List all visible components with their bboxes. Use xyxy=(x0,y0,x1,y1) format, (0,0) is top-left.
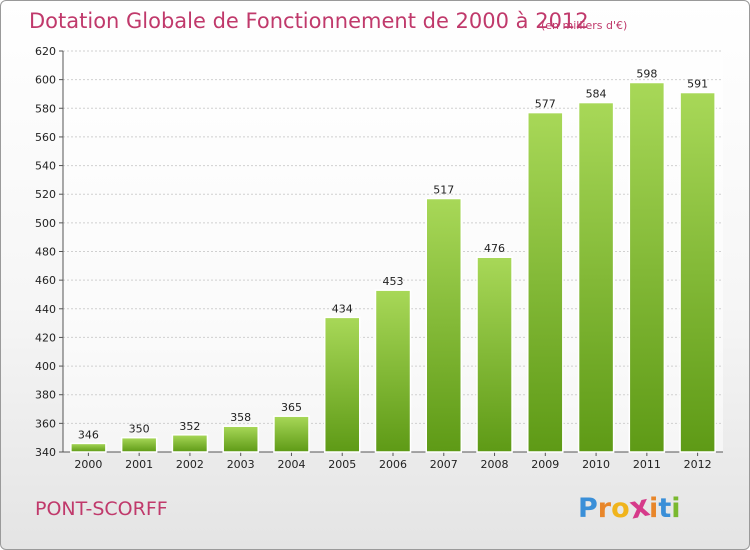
bar-2009 xyxy=(527,111,564,453)
x-tick-label-2006: 2006 xyxy=(379,458,407,471)
y-tick-label: 500 xyxy=(35,217,56,230)
y-tick-label: 480 xyxy=(35,246,56,259)
x-tick-label-2004: 2004 xyxy=(277,458,305,471)
bar-2008 xyxy=(476,256,513,453)
data-label-2011: 598 xyxy=(636,68,657,81)
bars xyxy=(70,81,716,453)
x-tick-label-2002: 2002 xyxy=(176,458,204,471)
bar-2000 xyxy=(70,442,107,453)
data-label-2007: 517 xyxy=(433,184,454,197)
x-tick-label-2001: 2001 xyxy=(125,458,153,471)
bar-2012 xyxy=(679,91,716,453)
labels: 340 360 380 400 420 440 460 480 500 520 540 560 580 6… xyxy=(35,45,712,471)
chart-title: Dotation Globale de Fonctionnement de 20… xyxy=(29,9,589,33)
y-tick-label: 340 xyxy=(35,446,56,459)
bar-2007 xyxy=(425,197,463,453)
y-tick-label: 600 xyxy=(35,74,56,87)
bar-2011 xyxy=(628,81,666,453)
data-label-2002: 352 xyxy=(179,420,200,433)
logo-letter: P xyxy=(578,493,598,524)
y-tick-label: 540 xyxy=(35,160,56,173)
x-tick-label-2009: 2009 xyxy=(531,458,559,471)
logo-letter: r xyxy=(597,493,612,524)
data-label-2001: 350 xyxy=(129,423,150,436)
y-tick-label: 360 xyxy=(35,417,56,430)
y-tick-label: 420 xyxy=(35,331,56,344)
x-tick-label-2005: 2005 xyxy=(328,458,356,471)
bar-2001 xyxy=(120,436,158,453)
x-tick-label-2007: 2007 xyxy=(430,458,458,471)
data-label-2004: 365 xyxy=(281,401,302,414)
data-label-2008: 476 xyxy=(484,242,505,255)
y-tick-label: 440 xyxy=(35,303,56,316)
x-tick-label-2008: 2008 xyxy=(481,458,509,471)
y-tick-label: 460 xyxy=(35,274,56,287)
logo-letter: o xyxy=(611,493,630,524)
x-tick-label-2012: 2012 xyxy=(684,458,712,471)
data-label-2003: 358 xyxy=(230,411,251,424)
place-name: PONT-SCORFF xyxy=(35,498,168,520)
y-tick-label: 380 xyxy=(35,389,56,402)
y-tick-label: 520 xyxy=(35,188,56,201)
logo-letter: i xyxy=(649,493,659,524)
y-tick-label: 580 xyxy=(35,102,56,115)
bar-2002 xyxy=(171,434,209,453)
y-tick-label: 620 xyxy=(35,45,56,58)
data-label-2006: 453 xyxy=(383,275,404,288)
y-tick-label: 560 xyxy=(35,131,56,144)
data-label-2010: 584 xyxy=(586,88,607,101)
data-label-2005: 434 xyxy=(332,302,353,315)
x-tick-label-2010: 2010 xyxy=(582,458,610,471)
logo-letter: t xyxy=(658,493,672,524)
proxiti-logo: Proxiti xyxy=(578,488,681,526)
data-label-2012: 591 xyxy=(687,78,708,91)
data-label-2009: 577 xyxy=(535,98,556,111)
bar-2003 xyxy=(222,425,259,453)
x-tick-label-2011: 2011 xyxy=(633,458,661,471)
x-tick-label-2003: 2003 xyxy=(227,458,255,471)
bar-2006 xyxy=(374,289,412,453)
data-label-2000: 346 xyxy=(78,428,99,441)
y-tick-label: 400 xyxy=(35,360,56,373)
bar-2010 xyxy=(577,101,615,453)
x-tick-label-2000: 2000 xyxy=(74,458,102,471)
logo-letter: i xyxy=(671,493,681,524)
bar-2005 xyxy=(323,316,361,453)
unit-note: (en milliers d'€) xyxy=(541,19,628,32)
bar-2004 xyxy=(273,415,310,453)
